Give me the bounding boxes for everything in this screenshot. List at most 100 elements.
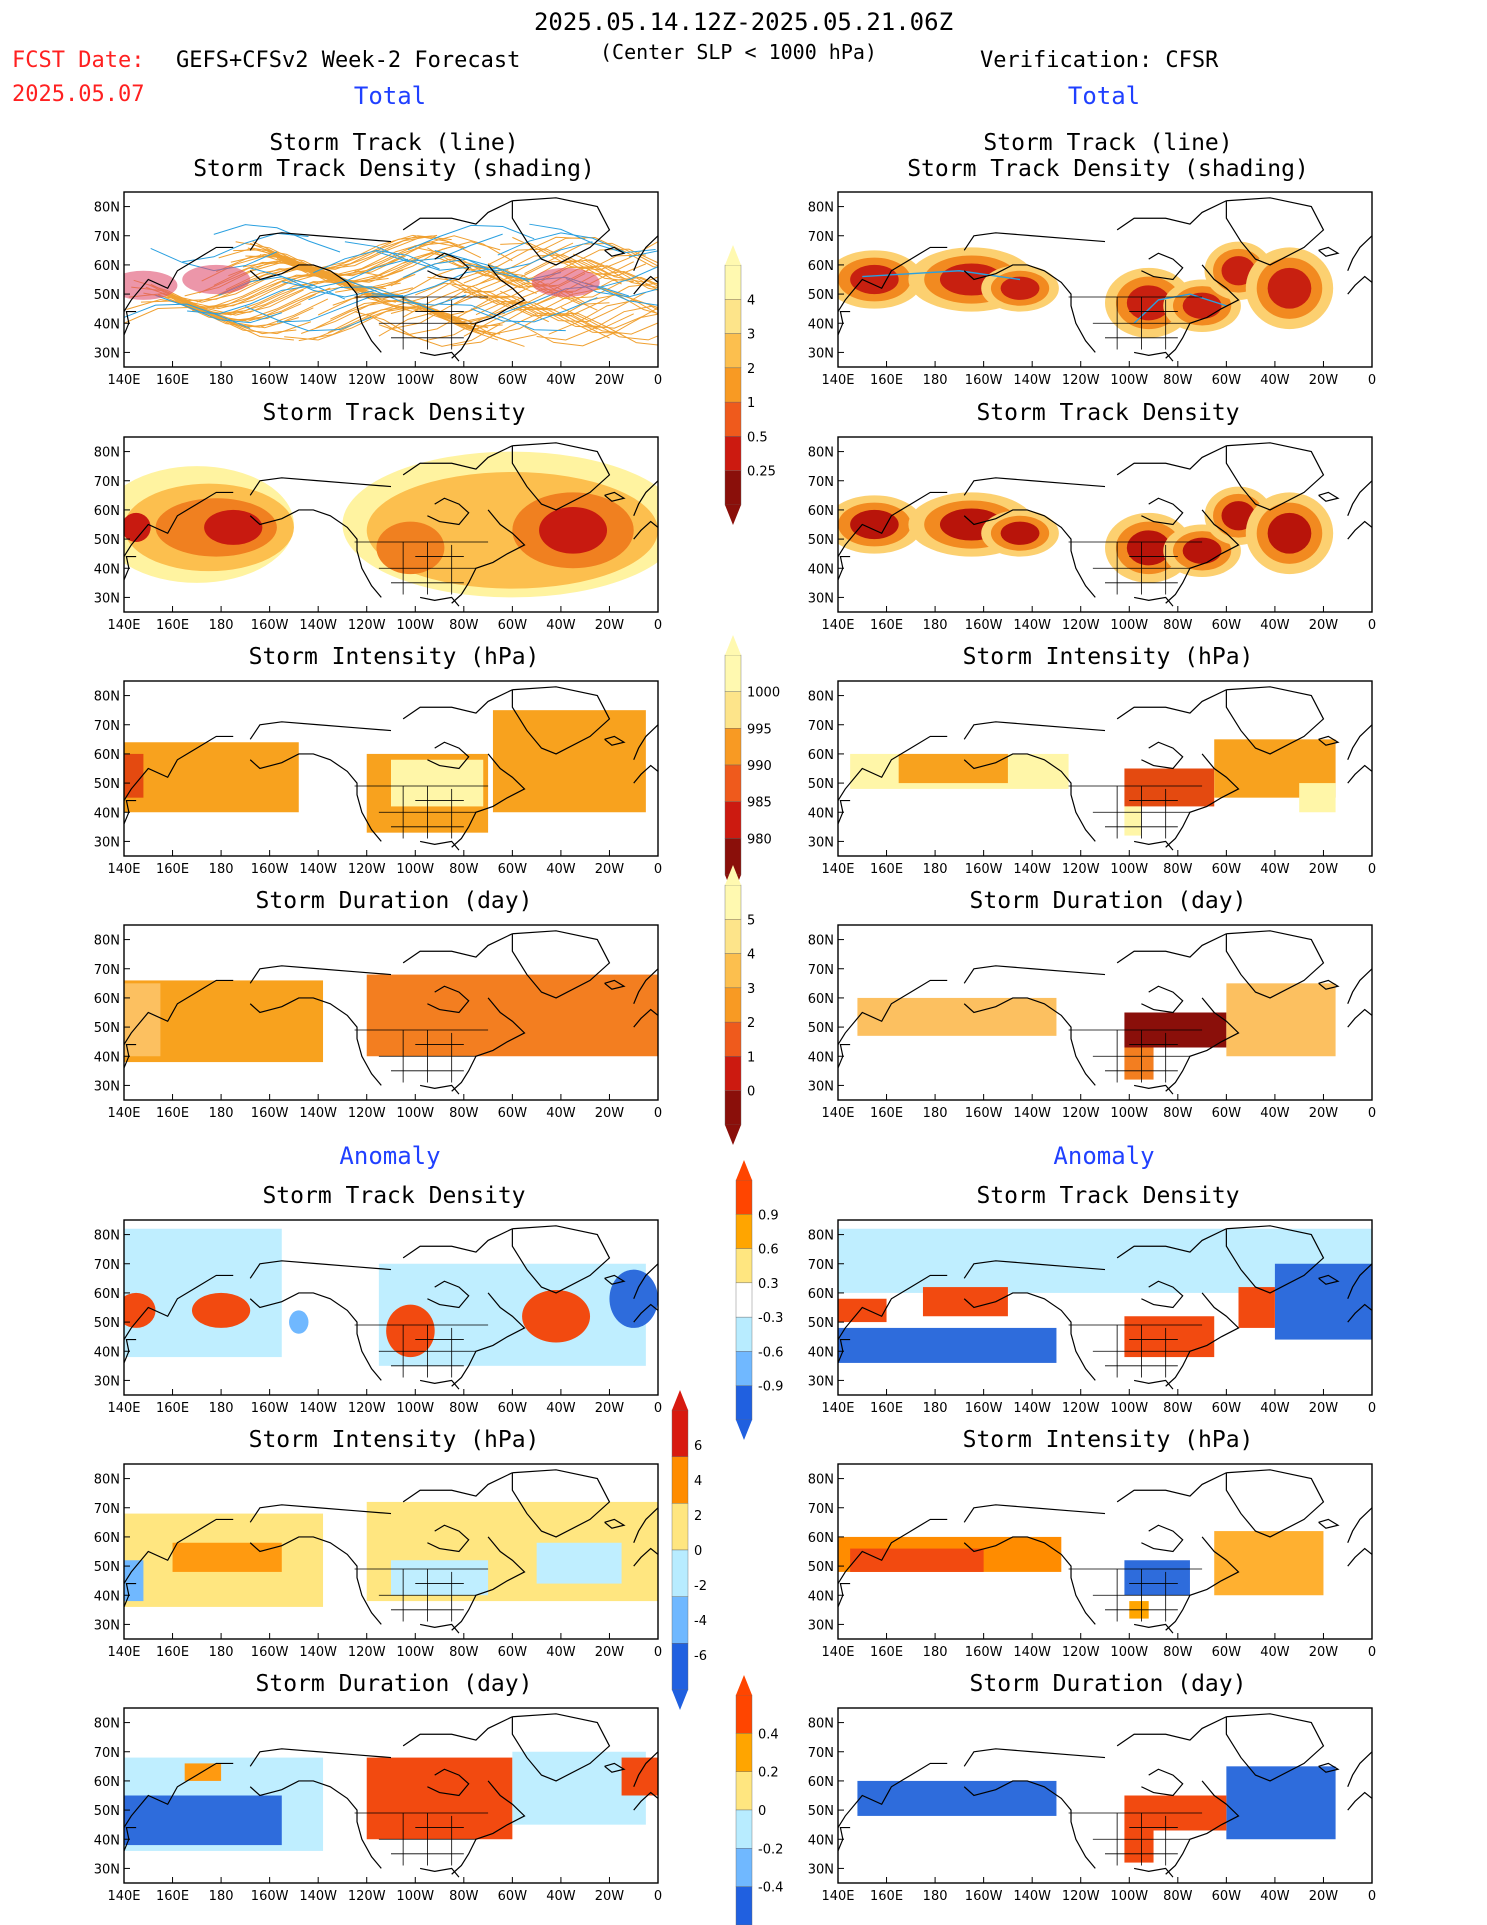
lon-tick-label: 100W (1110, 1106, 1148, 1121)
lat-tick-label: 40N (94, 1050, 120, 1065)
lat-tick-label: 70N (808, 1502, 834, 1517)
title-intensity-left: Storm Intensity (hPa) (248, 644, 540, 670)
lat-tick-label: 70N (808, 475, 834, 490)
lon-tick-label: 40W (1260, 618, 1290, 633)
model-label: GEFS+CFSv2 Week-2 Forecast (176, 48, 521, 73)
lon-tick-label: 120W (348, 1106, 386, 1121)
lat-tick-label: 60N (808, 748, 834, 763)
lon-tick-label: 60W (1212, 618, 1242, 633)
colorbar-arrow-bottom (672, 1690, 688, 1710)
lat-tick-label: 80N (94, 1473, 120, 1488)
lat-tick-label: 40N (94, 1345, 120, 1360)
lon-tick-label: 140W (1013, 1645, 1051, 1660)
lon-tick-label: 160W (965, 1106, 1003, 1121)
colorbar-swatch (735, 1694, 753, 1734)
lon-tick-label: 160E (870, 1106, 903, 1121)
lat-tick-label: 70N (808, 963, 834, 978)
colorbar-arrow-bottom (725, 505, 741, 525)
colorbar-swatch (671, 1549, 689, 1597)
lat-tick-label: 50N (808, 1021, 834, 1036)
lat-tick-label: 30N (808, 1079, 834, 1094)
panel-duration-cfsr: 140E 160E 180 160W 140W 120W 100W 80W 60W 40W 20W 0… (808, 924, 1376, 1121)
lon-tick-label: 20W (595, 1106, 625, 1121)
colorbar-label: 980 (747, 832, 772, 847)
lon-tick-label: 140W (299, 1401, 337, 1416)
colorbar-swatch (724, 1090, 742, 1126)
lon-tick-label: 140W (1013, 373, 1051, 388)
lon-tick-label: 20W (595, 1889, 625, 1904)
title-track-shading-right: Storm Track Density (shading) (907, 156, 1309, 182)
lat-tick-label: 60N (808, 1531, 834, 1546)
lat-tick-label: 30N (94, 835, 120, 850)
lon-tick-label: 60W (498, 373, 528, 388)
title-anom-density-right: Storm Track Density (976, 1183, 1240, 1209)
panel-anom-intensity-fcst: 140E 160E 180 160W 140W 120W 100W 80W 60W 40W 20W 0… (94, 1463, 662, 1660)
colorbar-swatch (724, 333, 742, 369)
lon-tick-label: 160W (251, 862, 289, 877)
lon-tick-label: 120W (1062, 373, 1100, 388)
colorbar-label: 3 (747, 982, 755, 997)
title-anom-duration-left: Storm Duration (day) (255, 1671, 533, 1697)
lat-tick-label: 50N (808, 777, 834, 792)
lat-tick-label: 60N (94, 1287, 120, 1302)
lon-tick-label: 160E (156, 1401, 189, 1416)
colorbar-label: 2 (747, 1016, 755, 1031)
lon-tick-label: 20W (595, 1401, 625, 1416)
lon-tick-label: 80W (1163, 862, 1193, 877)
colorbar-label: 0.2 (758, 1766, 779, 1781)
colorbar-arrow-top (736, 1160, 752, 1180)
lon-tick-label: 180 (209, 1889, 234, 1904)
colorbar-label: 0.3 (758, 1277, 779, 1292)
lon-tick-label: 100W (1110, 1645, 1148, 1660)
lat-tick-label: 80N (94, 1717, 120, 1732)
lon-tick-label: 40W (546, 373, 576, 388)
lon-tick-label: 0 (1368, 1106, 1376, 1121)
lat-tick-label: 60N (94, 259, 120, 274)
lat-tick-label: 50N (94, 288, 120, 303)
section-anomaly-right: Anomaly (1053, 1142, 1155, 1170)
title-duration-left: Storm Duration (day) (255, 888, 533, 914)
lat-tick-label: 40N (94, 317, 120, 332)
lon-tick-label: 120W (1062, 1401, 1100, 1416)
lat-tick-label: 50N (94, 1021, 120, 1036)
title-anom-intensity-left: Storm Intensity (hPa) (248, 1427, 540, 1453)
lon-tick-label: 140E (821, 1401, 854, 1416)
colorbar-swatch (724, 654, 742, 692)
lon-tick-label: 160W (965, 1645, 1003, 1660)
colorbar-swatch (735, 1282, 753, 1318)
lat-tick-label: 40N (808, 1589, 834, 1604)
colorbar-label: 0 (694, 1544, 702, 1559)
colorbar-label: 0.25 (747, 465, 776, 480)
colorbar-swatch (671, 1503, 689, 1551)
lat-tick-label: 30N (94, 1079, 120, 1094)
cb-anom-duration: 0.4 0.2 0 -0.2 -0.4 (735, 1675, 783, 1925)
lon-tick-label: 100W (396, 862, 434, 877)
title-track-line-left: Storm Track (line) (269, 130, 519, 156)
lat-tick-label: 80N (808, 1473, 834, 1488)
lon-tick-label: 100W (396, 373, 434, 388)
lon-tick-label: 160E (156, 1889, 189, 1904)
lon-tick-label: 160W (251, 1889, 289, 1904)
lon-tick-label: 100W (1110, 1401, 1148, 1416)
colorbar-label: 995 (747, 722, 772, 737)
colorbar-swatch (671, 1643, 689, 1691)
colorbar-swatch (735, 1809, 753, 1849)
title-anom-density-left: Storm Track Density (262, 1183, 526, 1209)
lon-tick-label: 140E (821, 1889, 854, 1904)
title-anom-duration-right: Storm Duration (day) (969, 1671, 1247, 1697)
lon-tick-label: 60W (1212, 373, 1242, 388)
lon-tick-label: 180 (923, 1106, 948, 1121)
lon-tick-label: 60W (498, 1401, 528, 1416)
panel-anom-duration-fcst: 140E 160E 180 160W 140W 120W 100W 80W 60W 40W 20W 0… (94, 1707, 662, 1904)
lon-tick-label: 140E (107, 618, 140, 633)
lat-tick-label: 60N (808, 1775, 834, 1790)
lon-tick-label: 120W (1062, 862, 1100, 877)
lat-tick-label: 50N (808, 288, 834, 303)
colorbar-label: 0.5 (747, 430, 768, 445)
colorbar-swatch (671, 1409, 689, 1457)
lat-tick-label: 60N (808, 259, 834, 274)
lon-tick-label: 180 (209, 1106, 234, 1121)
lon-tick-label: 160W (965, 618, 1003, 633)
title-track-line-right: Storm Track (line) (983, 130, 1233, 156)
lon-tick-label: 140E (107, 373, 140, 388)
